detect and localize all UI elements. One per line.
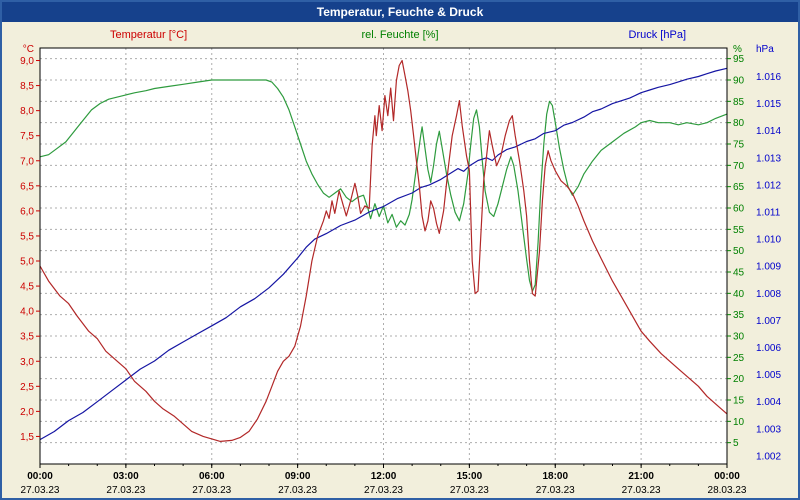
axis-title-humidity: rel. Feuchte [%]	[361, 29, 439, 41]
svg-text:hPa: hPa	[756, 44, 774, 55]
svg-text:25: 25	[733, 353, 745, 364]
svg-text:00:00: 00:00	[714, 471, 740, 482]
svg-text:2,5: 2,5	[20, 382, 34, 393]
svg-text:1,5: 1,5	[20, 432, 34, 443]
svg-text:5: 5	[733, 438, 739, 449]
svg-text:27.03.23: 27.03.23	[192, 485, 231, 496]
svg-text:1.016: 1.016	[756, 72, 781, 83]
svg-text:30: 30	[733, 332, 745, 343]
svg-text:1.005: 1.005	[756, 370, 781, 381]
svg-text:1.015: 1.015	[756, 99, 781, 110]
svg-text:95: 95	[733, 54, 745, 65]
svg-text:12:00: 12:00	[371, 471, 397, 482]
svg-text:1.009: 1.009	[756, 262, 781, 273]
axis-title-temperature: Temperatur [°C]	[110, 29, 188, 41]
svg-text:1.006: 1.006	[756, 343, 781, 354]
svg-text:1.004: 1.004	[756, 397, 781, 408]
svg-text:8,0: 8,0	[20, 106, 34, 117]
svg-text:5,0: 5,0	[20, 257, 34, 268]
svg-text:80: 80	[733, 118, 745, 129]
svg-text:1.008: 1.008	[756, 289, 781, 300]
svg-text:6,5: 6,5	[20, 181, 34, 192]
svg-text:°C: °C	[23, 44, 34, 55]
svg-text:27.03.23: 27.03.23	[21, 485, 60, 496]
svg-text:70: 70	[733, 161, 745, 172]
svg-text:55: 55	[733, 225, 745, 236]
svg-text:6,0: 6,0	[20, 206, 34, 217]
svg-text:10: 10	[733, 417, 745, 428]
svg-text:1.002: 1.002	[756, 451, 781, 462]
svg-text:50: 50	[733, 246, 745, 257]
svg-text:27.03.23: 27.03.23	[622, 485, 661, 496]
svg-text:3,5: 3,5	[20, 332, 34, 343]
svg-text:65: 65	[733, 182, 745, 193]
svg-text:7,0: 7,0	[20, 156, 34, 167]
axis-title-pressure: Druck [hPa]	[628, 29, 686, 41]
window-titlebar: Temperatur, Feuchte & Druck	[2, 2, 798, 22]
svg-text:1.012: 1.012	[756, 180, 781, 191]
svg-text:2,0: 2,0	[20, 407, 34, 418]
svg-text:1.013: 1.013	[756, 153, 781, 164]
svg-text:%: %	[733, 44, 742, 55]
svg-text:75: 75	[733, 140, 745, 151]
svg-text:00:00: 00:00	[27, 471, 53, 482]
svg-text:4,0: 4,0	[20, 307, 34, 318]
svg-text:45: 45	[733, 268, 745, 279]
svg-text:1.011: 1.011	[756, 207, 781, 218]
svg-text:1.003: 1.003	[756, 424, 781, 435]
svg-text:3,0: 3,0	[20, 357, 34, 368]
svg-text:27.03.23: 27.03.23	[278, 485, 317, 496]
svg-text:18:00: 18:00	[542, 471, 568, 482]
svg-text:20: 20	[733, 374, 745, 385]
svg-text:5,5: 5,5	[20, 231, 34, 242]
svg-text:90: 90	[733, 76, 745, 87]
svg-text:7,5: 7,5	[20, 131, 34, 142]
svg-text:40: 40	[733, 289, 745, 300]
svg-text:27.03.23: 27.03.23	[536, 485, 575, 496]
window-title: Temperatur, Feuchte & Druck	[316, 5, 484, 19]
svg-text:21:00: 21:00	[628, 471, 654, 482]
svg-text:1.007: 1.007	[756, 316, 781, 327]
svg-text:06:00: 06:00	[199, 471, 225, 482]
svg-text:09:00: 09:00	[285, 471, 311, 482]
svg-text:9,0: 9,0	[20, 56, 34, 67]
svg-text:27.03.23: 27.03.23	[450, 485, 489, 496]
svg-text:60: 60	[733, 204, 745, 215]
svg-text:4,5: 4,5	[20, 282, 34, 293]
chart-plot: 9,0 8,5 8,0 7,5 7,0 6,5 6,0 5,5 5,0 4,5 4,0 3,5 3,0 2…	[20, 44, 781, 496]
svg-text:27.03.23: 27.03.23	[364, 485, 403, 496]
svg-text:15:00: 15:00	[457, 471, 483, 482]
svg-text:03:00: 03:00	[113, 471, 139, 482]
svg-text:35: 35	[733, 310, 745, 321]
svg-text:1.014: 1.014	[756, 126, 781, 137]
chart-legend: Temperatur [°C] rel. Feuchte [%] Druck […	[2, 29, 798, 43]
svg-text:1.010: 1.010	[756, 235, 781, 246]
svg-text:15: 15	[733, 396, 745, 407]
svg-text:27.03.23: 27.03.23	[106, 485, 145, 496]
svg-text:8,5: 8,5	[20, 81, 34, 92]
svg-text:28.03.23: 28.03.23	[708, 485, 747, 496]
svg-text:85: 85	[733, 97, 745, 108]
